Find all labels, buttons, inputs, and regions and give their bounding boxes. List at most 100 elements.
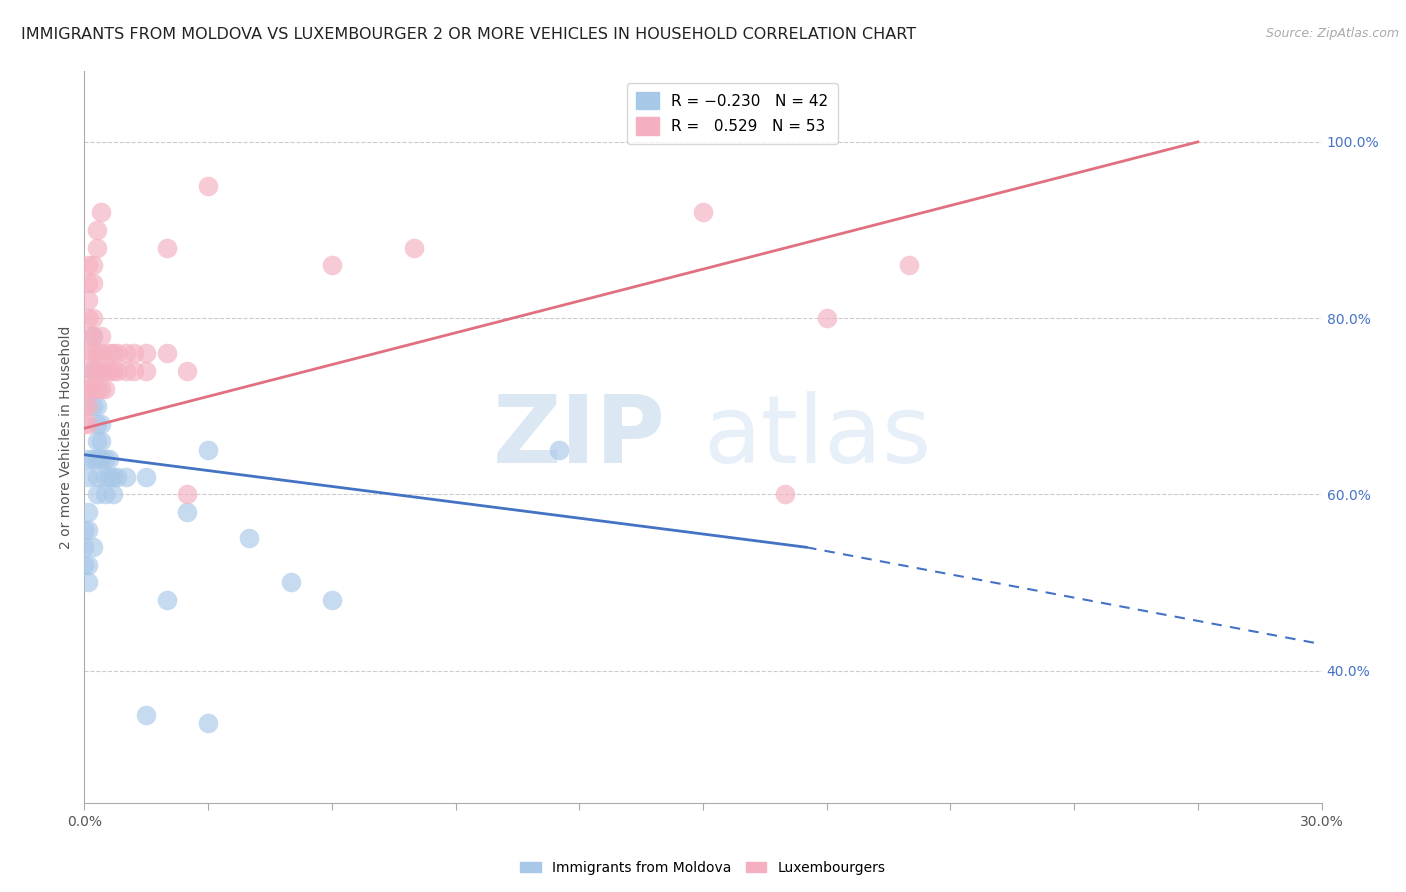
Point	[103, 487, 125, 501]
Point	[77, 364, 100, 378]
Point	[114, 346, 136, 360]
Legend: Immigrants from Moldova, Luxembourgers: Immigrants from Moldova, Luxembourgers	[515, 855, 891, 880]
Point	[73, 540, 96, 554]
Point	[86, 417, 108, 431]
Point	[77, 575, 100, 590]
Point	[73, 558, 96, 572]
Point	[94, 487, 117, 501]
Point	[77, 382, 100, 396]
Point	[77, 469, 100, 483]
Point	[94, 452, 117, 467]
Point	[122, 346, 145, 360]
Point	[135, 364, 157, 378]
Point	[77, 452, 100, 467]
Point	[77, 523, 100, 537]
Point	[90, 205, 112, 219]
Point	[105, 364, 128, 378]
Point	[77, 276, 100, 290]
Point	[86, 434, 108, 449]
Point	[90, 452, 112, 467]
Point	[73, 399, 96, 413]
Point	[77, 346, 100, 360]
Point	[692, 205, 714, 219]
Point	[238, 532, 260, 546]
Point	[176, 505, 198, 519]
Text: ZIP: ZIP	[494, 391, 666, 483]
Point	[98, 452, 121, 467]
Point	[815, 311, 838, 326]
Point	[77, 258, 100, 272]
Point	[280, 575, 302, 590]
Point	[122, 364, 145, 378]
Point	[156, 593, 179, 607]
Text: atlas: atlas	[703, 391, 931, 483]
Point	[321, 258, 343, 272]
Point	[82, 399, 104, 413]
Point	[86, 364, 108, 378]
Point	[82, 364, 104, 378]
Text: IMMIGRANTS FROM MOLDOVA VS LUXEMBOURGER 2 OR MORE VEHICLES IN HOUSEHOLD CORRELAT: IMMIGRANTS FROM MOLDOVA VS LUXEMBOURGER …	[21, 27, 917, 42]
Point	[86, 346, 108, 360]
Point	[90, 434, 112, 449]
Point	[404, 241, 426, 255]
Point	[82, 452, 104, 467]
Point	[77, 328, 100, 343]
Point	[197, 716, 219, 731]
Point	[98, 346, 121, 360]
Point	[197, 178, 219, 193]
Point	[321, 593, 343, 607]
Point	[86, 487, 108, 501]
Point	[82, 328, 104, 343]
Point	[156, 346, 179, 360]
Point	[105, 346, 128, 360]
Point	[77, 311, 100, 326]
Point	[135, 707, 157, 722]
Point	[114, 364, 136, 378]
Point	[98, 364, 121, 378]
Point	[94, 364, 117, 378]
Point	[94, 382, 117, 396]
Point	[86, 399, 108, 413]
Point	[197, 443, 219, 458]
Point	[90, 364, 112, 378]
Point	[86, 241, 108, 255]
Legend: R = −0.230   N = 42, R =   0.529   N = 53: R = −0.230 N = 42, R = 0.529 N = 53	[627, 83, 838, 144]
Point	[775, 487, 797, 501]
Point	[77, 505, 100, 519]
Point	[547, 443, 569, 458]
Y-axis label: 2 or more Vehicles in Household: 2 or more Vehicles in Household	[59, 326, 73, 549]
Point	[90, 417, 112, 431]
Point	[77, 558, 100, 572]
Point	[90, 382, 112, 396]
Point	[90, 346, 112, 360]
Point	[135, 469, 157, 483]
Point	[73, 382, 96, 396]
Point	[86, 469, 108, 483]
Point	[135, 346, 157, 360]
Point	[82, 328, 104, 343]
Point	[114, 469, 136, 483]
Point	[103, 469, 125, 483]
Point	[77, 293, 100, 308]
Point	[898, 258, 921, 272]
Point	[82, 276, 104, 290]
Text: Source: ZipAtlas.com: Source: ZipAtlas.com	[1265, 27, 1399, 40]
Point	[82, 346, 104, 360]
Point	[98, 469, 121, 483]
Point	[90, 328, 112, 343]
Point	[103, 364, 125, 378]
Point	[82, 540, 104, 554]
Point	[77, 399, 100, 413]
Point	[176, 364, 198, 378]
Point	[73, 523, 96, 537]
Point	[82, 382, 104, 396]
Point	[156, 241, 179, 255]
Point	[82, 311, 104, 326]
Point	[82, 258, 104, 272]
Point	[105, 469, 128, 483]
Point	[77, 417, 100, 431]
Point	[86, 452, 108, 467]
Point	[82, 364, 104, 378]
Point	[103, 346, 125, 360]
Point	[86, 382, 108, 396]
